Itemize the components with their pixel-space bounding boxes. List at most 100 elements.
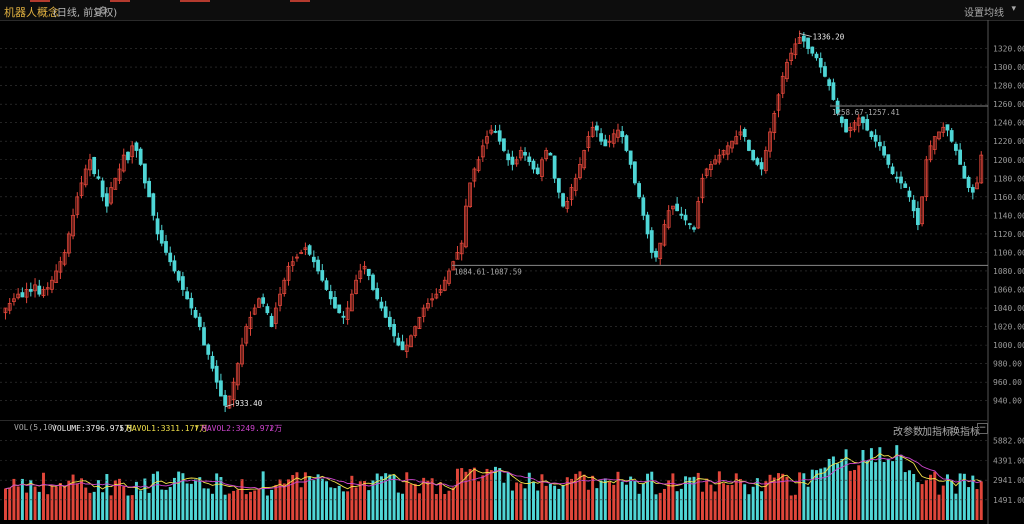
volume-bar[interactable] (781, 473, 785, 520)
volume-bar[interactable] (975, 489, 979, 520)
candle-body[interactable] (894, 176, 899, 179)
candle-body[interactable] (480, 145, 485, 158)
volume-bar[interactable] (494, 466, 497, 520)
volume-bar[interactable] (481, 475, 485, 520)
volume-bar[interactable] (886, 458, 890, 520)
candle-body[interactable] (569, 187, 574, 200)
volume-bar[interactable] (177, 471, 181, 520)
volume-bar[interactable] (130, 495, 134, 520)
candle-body[interactable] (806, 37, 810, 49)
volume-bar[interactable] (717, 471, 721, 520)
candle-body[interactable] (683, 214, 688, 221)
volume-bar[interactable] (109, 495, 113, 520)
volume-bar[interactable] (405, 472, 409, 520)
candle-body[interactable] (366, 268, 371, 277)
volume-bar[interactable] (274, 484, 278, 520)
volume-bar[interactable] (371, 480, 375, 520)
volume-bar[interactable] (675, 491, 679, 520)
candle-body[interactable] (696, 201, 701, 229)
candle-body[interactable] (932, 136, 937, 150)
volume-bar[interactable] (270, 489, 274, 520)
volume-bar[interactable] (629, 476, 633, 520)
candle-body[interactable] (485, 136, 489, 144)
volume-bar[interactable] (730, 484, 734, 520)
volume-bar[interactable] (455, 468, 459, 520)
volume-bar[interactable] (160, 489, 164, 520)
candle-body[interactable] (286, 265, 291, 281)
volume-bar[interactable] (823, 467, 827, 520)
candle-body[interactable] (502, 138, 506, 151)
candle-body[interactable] (590, 126, 595, 137)
candle-body[interactable] (958, 149, 963, 165)
volume-bar[interactable] (434, 494, 438, 520)
candle-body[interactable] (954, 143, 958, 151)
candle-body[interactable] (476, 159, 481, 171)
volume-bar[interactable] (489, 470, 493, 520)
candle-body[interactable] (899, 176, 903, 184)
volume-bar[interactable] (895, 445, 899, 520)
candle-body[interactable] (624, 135, 629, 151)
volume-bar[interactable] (232, 490, 236, 520)
volume-bar[interactable] (202, 488, 206, 520)
volume-bar[interactable] (388, 474, 392, 520)
volume-bar[interactable] (688, 477, 692, 520)
candle-body[interactable] (269, 315, 274, 327)
volume-bar[interactable] (755, 478, 759, 520)
volume-bar[interactable] (189, 483, 193, 520)
candle-body[interactable] (164, 241, 168, 253)
volume-bar[interactable] (16, 486, 20, 520)
candle-body[interactable] (379, 301, 384, 309)
candle-body[interactable] (649, 230, 654, 253)
candle-body[interactable] (848, 126, 853, 132)
volume-bar[interactable] (67, 480, 71, 520)
candle-body[interactable] (337, 304, 342, 314)
candle-body[interactable] (763, 150, 768, 172)
volume-bar[interactable] (50, 485, 54, 520)
volume-bar[interactable] (413, 483, 417, 520)
candle-body[interactable] (16, 293, 21, 299)
volume-bar[interactable] (37, 491, 41, 520)
candle-body[interactable] (941, 126, 946, 133)
volume-bar[interactable] (696, 472, 700, 520)
candle-body[interactable] (206, 344, 211, 355)
candle-body[interactable] (12, 298, 16, 302)
candle-body[interactable] (109, 187, 113, 204)
switch-indicator-button[interactable]: 换指标 (950, 427, 980, 438)
candle-body[interactable] (83, 168, 88, 186)
volume-bar[interactable] (151, 473, 155, 520)
candle-body[interactable] (358, 270, 363, 280)
volume-bar[interactable] (447, 490, 451, 520)
candle-body[interactable] (244, 326, 249, 344)
volume-bar[interactable] (945, 474, 949, 520)
candle-body[interactable] (409, 335, 413, 348)
candle-body[interactable] (324, 280, 329, 290)
volume-bar[interactable] (88, 492, 92, 520)
volume-bar[interactable] (126, 495, 130, 520)
volume-bar[interactable] (113, 480, 117, 520)
volume-bar[interactable] (409, 484, 413, 520)
candle-body[interactable] (159, 230, 164, 244)
candle-body[interactable] (814, 53, 819, 59)
volume-bar[interactable] (282, 483, 286, 520)
candle-body[interactable] (628, 150, 633, 165)
candle-body[interactable] (371, 274, 375, 290)
candle-body[interactable] (734, 136, 739, 145)
candle-body[interactable] (320, 270, 325, 281)
candle-body[interactable] (573, 177, 578, 191)
candle-body[interactable] (755, 158, 760, 165)
volume-bar[interactable] (789, 495, 793, 520)
candle-body[interactable] (328, 291, 333, 300)
candle-body[interactable] (709, 163, 713, 171)
candle-body[interactable] (890, 166, 895, 175)
volume-bar[interactable] (620, 481, 624, 520)
volume-bar[interactable] (139, 490, 143, 520)
volume-bar[interactable] (536, 490, 540, 520)
candle-body[interactable] (679, 213, 684, 216)
volume-bar[interactable] (612, 484, 616, 520)
candle-body[interactable] (544, 150, 549, 160)
candle-body[interactable] (924, 159, 929, 198)
volume-bar[interactable] (329, 487, 333, 520)
candle-body[interactable] (882, 146, 886, 156)
candle-body[interactable] (721, 150, 726, 156)
candle-body[interactable] (586, 136, 591, 148)
